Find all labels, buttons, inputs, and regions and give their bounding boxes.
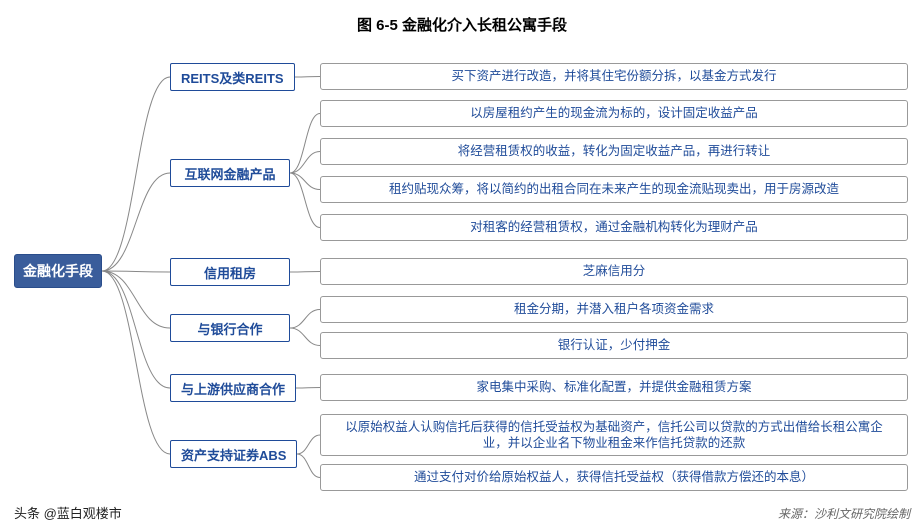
chart-title: 图 6-5 金融化介入长租公寓手段	[0, 0, 924, 43]
footer-source: 来源：沙利文研究院绘制	[778, 505, 910, 522]
leaf-node: 买下资产进行改造，并将其住宅份额分拆，以基金方式发行	[320, 63, 908, 90]
leaf-node: 芝麻信用分	[320, 258, 908, 285]
leaf-node: 对租客的经营租赁权，通过金融机构转化为理财产品	[320, 214, 908, 241]
root-node: 金融化手段	[14, 254, 102, 288]
leaf-node: 家电集中采购、标准化配置，并提供金融租赁方案	[320, 374, 908, 401]
category-node: 与上游供应商合作	[170, 374, 296, 402]
leaf-node: 银行认证，少付押金	[320, 332, 908, 359]
footer-attribution: 头条 @蓝白观楼市	[14, 503, 122, 522]
leaf-node: 将经营租赁权的收益，转化为固定收益产品，再进行转让	[320, 138, 908, 165]
category-node: REITS及类REITS	[170, 63, 295, 91]
category-node: 互联网金融产品	[170, 159, 290, 187]
leaf-node: 以房屋租约产生的现金流为标的，设计固定收益产品	[320, 100, 908, 127]
leaf-node: 租金分期，并潜入租户各项资金需求	[320, 296, 908, 323]
leaf-node: 以原始权益人认购信托后获得的信托受益权为基础资产，信托公司以贷款的方式出借给长租…	[320, 414, 908, 456]
leaf-node: 租约贴现众筹，将以简约的出租合同在未来产生的现金流贴现卖出，用于房源改造	[320, 176, 908, 203]
leaf-node: 通过支付对价给原始权益人，获得信托受益权（获得借款方偿还的本息）	[320, 464, 908, 491]
category-node: 与银行合作	[170, 314, 290, 342]
category-node: 资产支持证券ABS	[170, 440, 297, 468]
category-node: 信用租房	[170, 258, 290, 286]
